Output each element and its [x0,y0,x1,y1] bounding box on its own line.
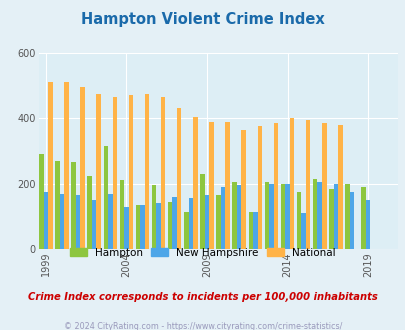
Bar [305,120,310,249]
Bar [112,97,117,249]
Bar [39,154,43,249]
Bar [64,82,68,249]
Bar [312,179,317,249]
Bar [344,184,349,249]
Bar [124,207,128,249]
Bar [96,94,101,249]
Bar [296,192,301,249]
Bar [337,125,342,249]
Text: © 2024 CityRating.com - https://www.cityrating.com/crime-statistics/: © 2024 CityRating.com - https://www.city… [64,322,341,330]
Bar [119,181,124,249]
Bar [177,109,181,249]
Bar [60,193,64,249]
Bar [248,212,252,249]
Bar [225,121,229,249]
Bar [328,189,333,249]
Bar [168,202,172,249]
Bar [128,95,133,249]
Bar [160,97,165,249]
Bar [80,87,85,249]
Bar [285,184,289,249]
Bar [252,212,257,249]
Bar [257,126,261,249]
Text: Hampton Violent Crime Index: Hampton Violent Crime Index [81,12,324,26]
Bar [317,182,321,249]
Bar [264,182,269,249]
Bar [108,193,112,249]
Bar [220,187,225,249]
Bar [216,195,220,249]
Bar [55,161,60,249]
Bar [188,198,193,249]
Text: Crime Index corresponds to incidents per 100,000 inhabitants: Crime Index corresponds to incidents per… [28,292,377,302]
Bar [172,197,177,249]
Bar [209,121,213,249]
Bar [145,94,149,249]
Bar [365,200,369,249]
Bar [237,185,241,249]
Bar [204,195,209,249]
Bar [92,200,96,249]
Legend: Hampton, New Hampshire, National: Hampton, New Hampshire, National [66,244,339,262]
Bar [321,123,326,249]
Bar [200,174,204,249]
Bar [71,162,76,249]
Bar [349,192,353,249]
Bar [183,212,188,249]
Bar [87,176,92,249]
Bar [103,146,108,249]
Bar [140,205,145,249]
Bar [301,213,305,249]
Bar [48,82,53,249]
Bar [273,123,277,249]
Bar [241,130,245,249]
Bar [289,118,294,249]
Bar [151,185,156,249]
Bar [43,192,48,249]
Bar [280,184,285,249]
Bar [360,187,365,249]
Bar [156,203,160,249]
Bar [333,184,337,249]
Bar [193,116,197,249]
Bar [232,182,237,249]
Bar [76,195,80,249]
Bar [135,205,140,249]
Bar [269,184,273,249]
